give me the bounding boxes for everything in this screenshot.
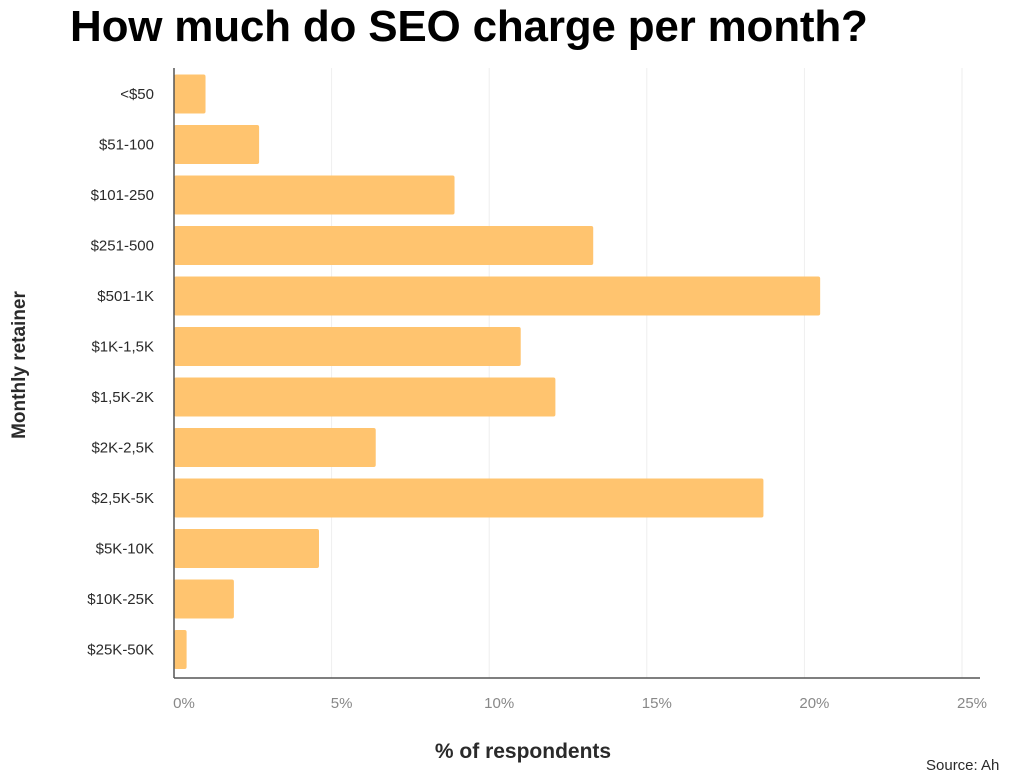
x-tick-label: 15% xyxy=(642,695,672,712)
bar xyxy=(174,529,319,568)
x-axis-title: % of respondents xyxy=(434,740,612,763)
x-tick-label: 5% xyxy=(331,695,353,712)
bar xyxy=(174,175,455,215)
bar xyxy=(174,276,821,316)
gridlines xyxy=(331,68,963,678)
category-label: $501-1K xyxy=(97,288,154,305)
bar xyxy=(174,226,594,265)
bar xyxy=(174,125,260,164)
category-label: $251-500 xyxy=(91,238,154,255)
x-tick-label: 0% xyxy=(173,695,195,712)
bar xyxy=(174,74,206,114)
category-label: <$50 xyxy=(120,86,154,103)
category-label: $2K-2,5K xyxy=(91,440,154,457)
category-label: $5K-10K xyxy=(96,541,154,558)
x-tick-label: 25% xyxy=(957,695,987,712)
labels: 0% 5% 10% 15% 20% 25% <$50 $51-100 $101-250 $251-… xyxy=(87,86,987,712)
category-label: $51-100 xyxy=(99,137,154,154)
category-label: $101-250 xyxy=(91,187,154,204)
category-label: $2,5K-5K xyxy=(91,490,154,507)
bar xyxy=(174,428,376,467)
category-label: $25K-50K xyxy=(87,642,154,659)
axes xyxy=(173,68,980,679)
bar xyxy=(174,377,556,417)
x-tick-label: 10% xyxy=(484,695,514,712)
x-tick-label: 20% xyxy=(799,695,829,712)
bar xyxy=(174,630,187,669)
category-label: $10K-25K xyxy=(87,591,154,608)
bar xyxy=(174,579,234,619)
bar xyxy=(174,478,764,518)
bars xyxy=(174,74,821,669)
chart-title: How much do SEO charge per month? xyxy=(70,2,868,51)
category-label: $1,5K-2K xyxy=(91,389,154,406)
category-label: $1K-1,5K xyxy=(91,339,154,356)
bar xyxy=(174,327,521,366)
